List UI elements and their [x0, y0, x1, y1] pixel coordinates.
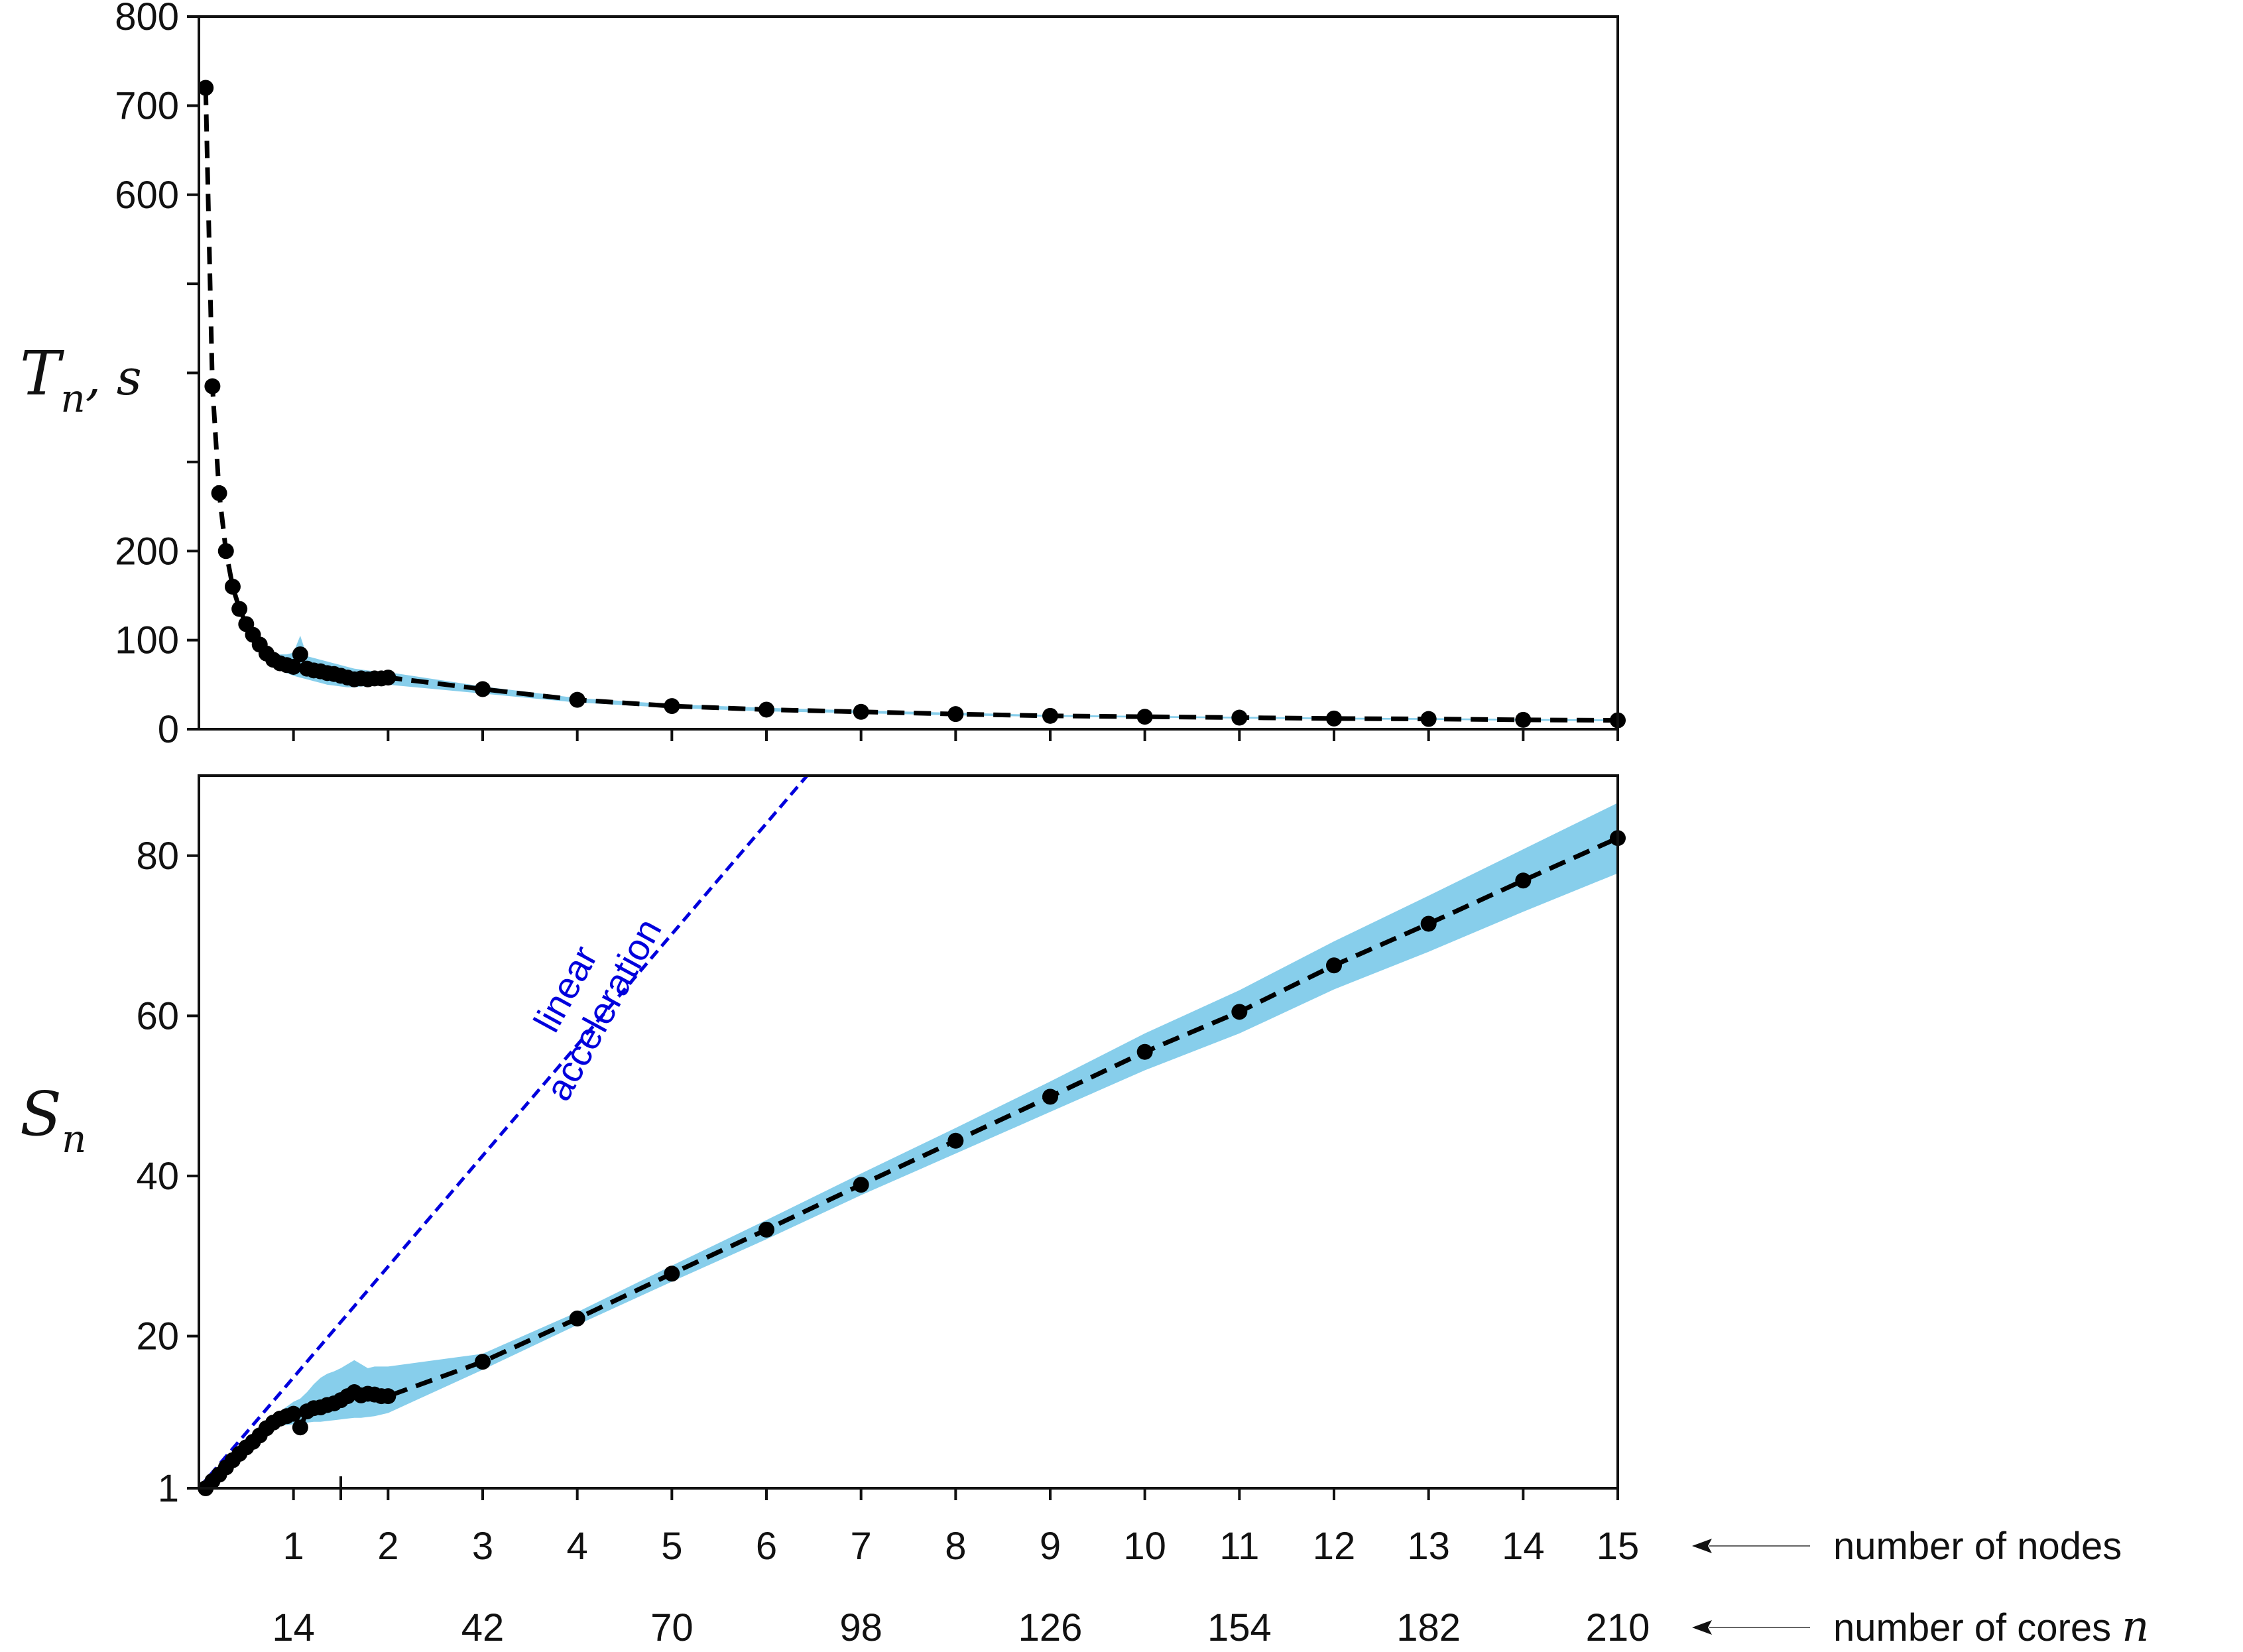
time-x-ticks	[292, 729, 1619, 741]
speedup-point	[1420, 915, 1437, 932]
core-count-label: 210	[1586, 1606, 1650, 1649]
node-count-label: 6	[756, 1525, 777, 1568]
core-count-label: 42	[461, 1606, 505, 1649]
time-point	[1326, 710, 1342, 727]
linear-acceleration-annotation: linear acceleration	[525, 912, 669, 1107]
time-y-tick-label: 200	[115, 530, 179, 573]
speedup-point	[1136, 1043, 1153, 1060]
speedup-panel: 1 20 40 60 80 Sn linear acceleration	[20, 774, 1626, 1510]
time-y-tick-label: 600	[115, 174, 179, 217]
time-y-axis-title: Tn, s	[20, 338, 142, 421]
node-count-label: 7	[851, 1525, 872, 1568]
time-y-ticks: 0 100 200 600 700 800	[115, 0, 199, 751]
time-point	[475, 681, 491, 697]
nodes-row-label: number of nodes	[1833, 1525, 2122, 1568]
speedup-y-tick-label: 20	[136, 1315, 179, 1358]
speedup-point	[380, 1388, 396, 1405]
core-count-label: 98	[839, 1606, 882, 1649]
time-y-tick-label: 700	[115, 84, 179, 127]
speedup-y-tick-label: 40	[136, 1155, 179, 1198]
cores-row-label: number of cores n	[1833, 1602, 2149, 1651]
speedup-point	[569, 1310, 585, 1327]
node-count-label: 1	[283, 1525, 304, 1568]
node-count-label: 3	[472, 1525, 493, 1568]
speedup-point	[1515, 872, 1532, 889]
node-count-label: 9	[1040, 1525, 1061, 1568]
node-count-label: 5	[661, 1525, 682, 1568]
linear-acceleration-line	[199, 776, 809, 1488]
time-data-points	[198, 80, 1626, 729]
time-y-tick-label: 800	[115, 0, 179, 38]
cores-row-legend: number of cores n	[1692, 1602, 2149, 1651]
speedup-y-ticks: 1 20 40 60 80	[136, 835, 199, 1510]
time-y-tick-label: 0	[158, 708, 179, 751]
speedup-point	[1326, 957, 1342, 974]
time-point	[664, 698, 680, 715]
core-count-label: 182	[1396, 1606, 1461, 1649]
cores-arrow-head-icon	[1692, 1620, 1712, 1635]
time-point	[1136, 709, 1153, 725]
node-count-labels: 1 2 3 4 5 6 7 8 9 10 11 12 13 14 15	[283, 1525, 1640, 1568]
time-point	[231, 601, 248, 617]
time-plot-frame	[198, 15, 1619, 731]
core-count-label: 154	[1207, 1606, 1272, 1649]
core-count-label: 126	[1018, 1606, 1083, 1649]
speedup-point	[853, 1177, 869, 1193]
time-point	[947, 706, 964, 723]
time-point	[1420, 711, 1437, 727]
time-point	[1042, 707, 1058, 724]
speedup-y-tick-label: 60	[136, 994, 179, 1037]
node-count-label: 14	[1502, 1525, 1545, 1568]
node-count-label: 15	[1597, 1525, 1640, 1568]
node-count-label: 12	[1313, 1525, 1356, 1568]
time-point	[211, 485, 227, 501]
time-spread-band	[206, 88, 1618, 721]
speedup-point	[285, 1405, 302, 1422]
node-count-label: 10	[1123, 1525, 1166, 1568]
time-series-line	[203, 88, 1618, 723]
speedup-data-points	[198, 830, 1626, 1496]
speedup-point	[292, 1419, 308, 1436]
time-point	[285, 658, 302, 675]
core-count-label: 14	[272, 1606, 315, 1649]
time-y-tick-label: 100	[115, 619, 179, 662]
speedup-point	[475, 1354, 491, 1370]
speedup-point	[1231, 1004, 1248, 1020]
speedup-point	[758, 1221, 774, 1238]
time-point	[224, 579, 241, 595]
nodes-row-legend: number of nodes	[1692, 1525, 2122, 1568]
core-count-label: 70	[650, 1606, 694, 1649]
node-count-label: 4	[567, 1525, 588, 1568]
node-count-label: 11	[1219, 1525, 1259, 1568]
time-point	[1515, 711, 1532, 728]
reference-line-path	[199, 776, 809, 1488]
time-band-area	[206, 88, 1618, 721]
time-line-path	[203, 88, 1618, 723]
node-count-label: 13	[1407, 1525, 1450, 1568]
time-point	[204, 378, 221, 394]
time-point	[569, 691, 585, 708]
time-point	[292, 646, 308, 663]
speedup-point	[664, 1266, 680, 1282]
speedup-y-axis-title: Sn	[20, 1079, 86, 1161]
speedup-point	[947, 1132, 964, 1149]
time-point	[198, 80, 214, 96]
time-point	[758, 701, 774, 718]
time-panel: 0 100 200 600 700 800 Tn, s	[20, 0, 1626, 751]
node-count-label: 8	[945, 1525, 966, 1568]
nodes-arrow-head-icon	[1692, 1539, 1712, 1553]
time-point	[380, 670, 396, 686]
core-count-labels: 14 42 70 98 126 154 182 210	[272, 1606, 1650, 1649]
node-count-label: 2	[377, 1525, 398, 1568]
speedup-x-ticks	[292, 1476, 1619, 1500]
speedup-y-tick-label: 1	[158, 1467, 179, 1510]
time-point	[1231, 709, 1248, 726]
time-point	[853, 703, 869, 720]
speedup-plot-frame	[198, 774, 1619, 1490]
speedup-y-tick-label: 80	[136, 835, 179, 878]
time-point	[217, 543, 234, 560]
speedup-point	[1042, 1089, 1058, 1105]
